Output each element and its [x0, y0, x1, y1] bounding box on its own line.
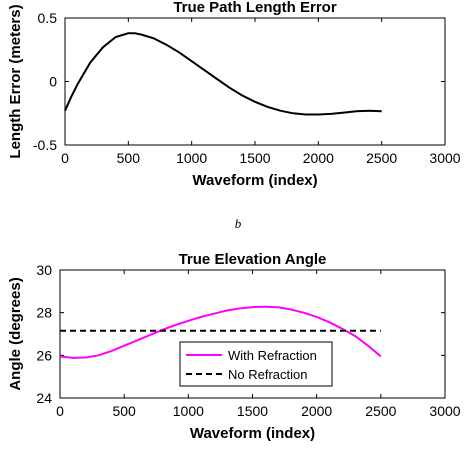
- y-tick-label: 30: [36, 262, 52, 278]
- x-tick-label: 3000: [429, 403, 460, 419]
- x-tick-label: 0: [56, 403, 64, 419]
- series-line-0: [64, 32, 382, 116]
- x-tick-label: 2500: [365, 403, 396, 419]
- x-tick-label: 500: [117, 150, 141, 166]
- x-tick-label: 1000: [173, 403, 204, 419]
- y-tick-label: 24: [36, 390, 52, 406]
- legend-box: [179, 341, 333, 387]
- x-axis-label: Waveform (index): [190, 425, 315, 442]
- x-tick-label: 2000: [303, 150, 334, 166]
- legend-label-0: With Refraction: [228, 348, 317, 363]
- x-tick-label: 3000: [429, 150, 460, 166]
- x-tick-label: 500: [112, 403, 136, 419]
- x-tick-label: 1000: [176, 150, 207, 166]
- y-tick-label: 0: [49, 74, 57, 90]
- y-axis-label: Angle (degrees): [7, 277, 24, 390]
- chart-title: True Elevation Angle: [179, 251, 327, 268]
- x-tick-label: 2000: [301, 403, 332, 419]
- series-line-0: [59, 305, 382, 359]
- y-tick-label: 26: [36, 347, 52, 363]
- y-tick-label: -0.5: [33, 137, 57, 153]
- x-axis-label: Waveform (index): [192, 172, 317, 189]
- y-tick-label: 0.5: [38, 10, 58, 26]
- y-tick-label: 28: [36, 305, 52, 321]
- x-tick-label: 2500: [366, 150, 397, 166]
- chart-title: True Path Length Error: [173, 0, 337, 16]
- plot-area-frame: [64, 17, 446, 146]
- x-tick-label: 0: [61, 150, 69, 166]
- y-axis-label: Length Error (meters): [7, 4, 24, 158]
- figure-caption: b: [235, 216, 242, 231]
- elevation-angle-chart: 0 500 1000 1500 2000 2500 3000 24 26 28 30 True Ele…: [7, 251, 461, 442]
- x-tick-label: 1500: [239, 150, 270, 166]
- legend-label-1: No Refraction: [228, 367, 307, 382]
- x-tick-label: 1500: [237, 403, 268, 419]
